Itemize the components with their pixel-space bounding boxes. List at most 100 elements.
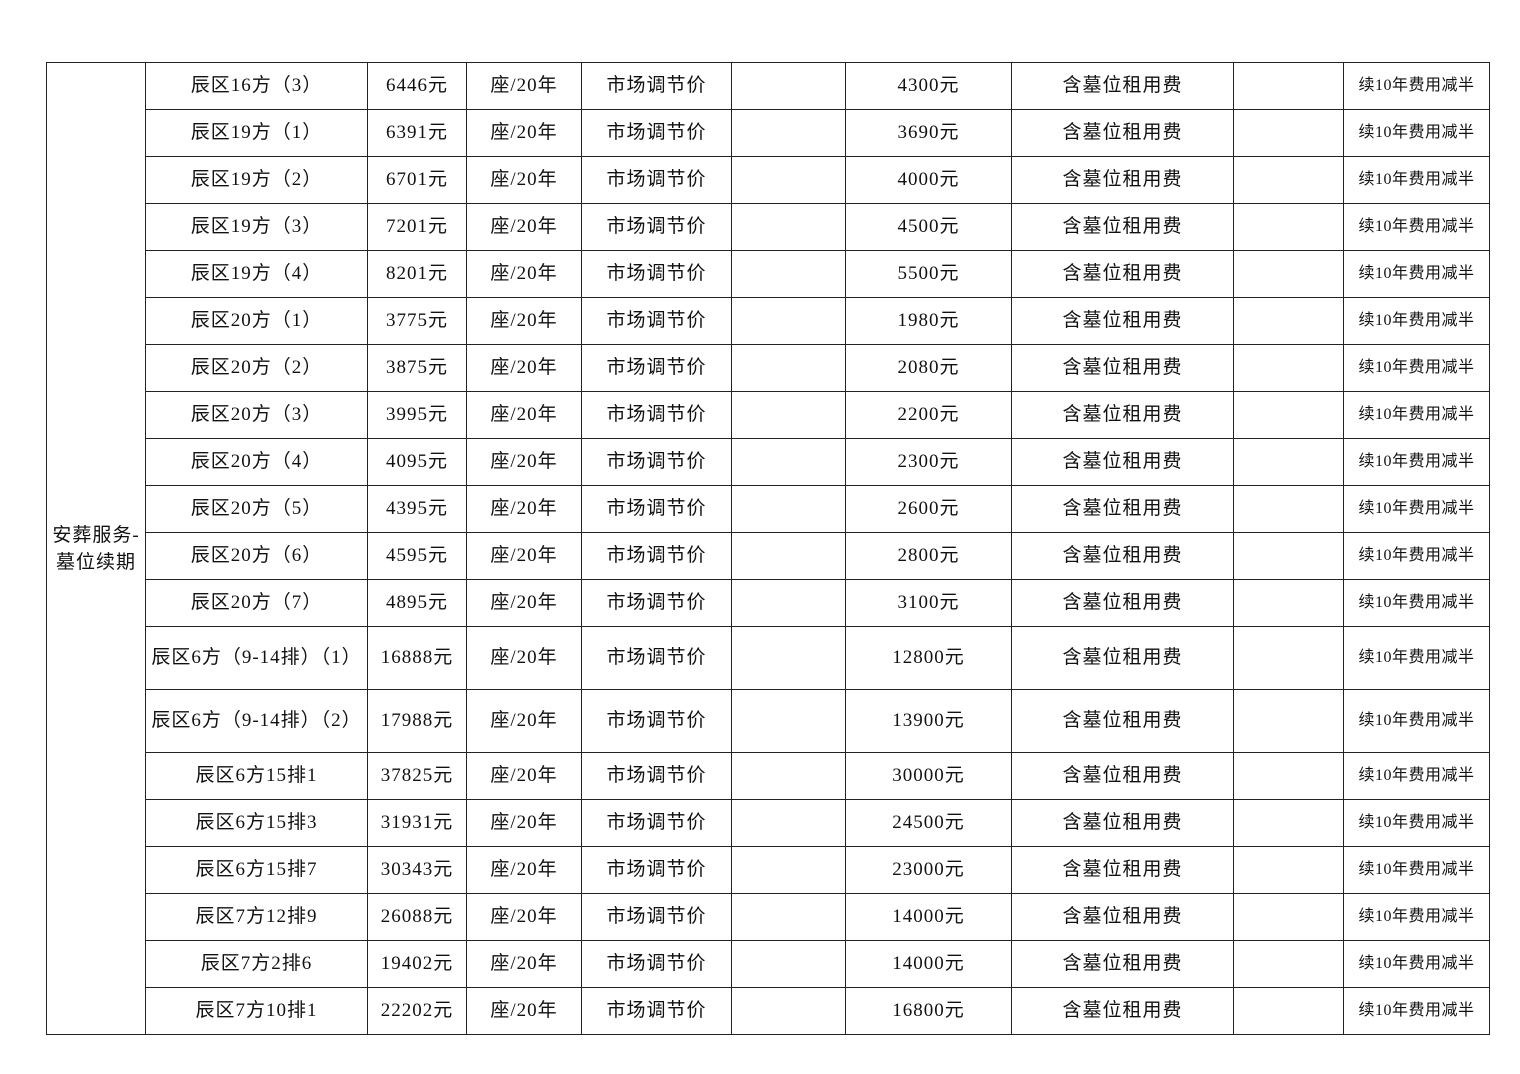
price-type-cell: 市场调节价 [581,626,732,690]
includes-cell: 含墓位租用费 [1011,391,1234,439]
empty-cell [731,438,846,486]
plot-name-cell: 辰区7方2排6 [145,940,368,988]
price-type-cell: 市场调节价 [581,940,732,988]
unit-cell: 座/20年 [466,62,582,110]
plot-name-cell: 辰区20方（7） [145,579,368,627]
note-cell: 续10年费用减半 [1343,987,1490,1035]
note-cell: 续10年费用减半 [1343,799,1490,847]
unit-cell: 座/20年 [466,987,582,1035]
includes-cell: 含墓位租用费 [1011,109,1234,157]
empty-cell [731,391,846,439]
table-row: 辰区20方（7） 4895元 座/20年 市场调节价 3100元 含墓位租用费 续10年费用… [47,579,1490,627]
plot-name-cell: 辰区6方15排3 [145,799,368,847]
note-cell: 续10年费用减半 [1343,250,1490,298]
fee-cell: 24500元 [845,799,1012,847]
plot-name-cell: 辰区20方（4） [145,438,368,486]
plot-name-cell: 辰区19方（3） [145,203,368,251]
unit-cell: 座/20年 [466,391,582,439]
empty-cell [731,62,846,110]
unit-cell: 座/20年 [466,156,582,204]
empty-cell [731,109,846,157]
table-row: 辰区6方15排7 30343元 座/20年 市场调节价 23000元 含墓位租用费 续10年… [47,846,1490,894]
fee-cell: 4500元 [845,203,1012,251]
unit-cell: 座/20年 [466,752,582,800]
price-type-cell: 市场调节价 [581,438,732,486]
price-type-cell: 市场调节价 [581,485,732,533]
includes-cell: 含墓位租用费 [1011,799,1234,847]
fee-cell: 3100元 [845,579,1012,627]
price-type-cell: 市场调节价 [581,109,732,157]
empty-cell [1233,203,1344,251]
table-row: 辰区20方（3） 3995元 座/20年 市场调节价 2200元 含墓位租用费 续10年费用… [47,391,1490,439]
price-cell: 22202元 [367,987,467,1035]
table-row: 辰区19方（1） 6391元 座/20年 市场调节价 3690元 含墓位租用费 续10年费用… [47,109,1490,157]
price-type-cell: 市场调节价 [581,344,732,392]
fee-cell: 2200元 [845,391,1012,439]
price-cell: 4395元 [367,485,467,533]
unit-cell: 座/20年 [466,297,582,345]
includes-cell: 含墓位租用费 [1011,438,1234,486]
price-type-cell: 市场调节价 [581,799,732,847]
price-cell: 17988元 [367,689,467,753]
fee-cell: 2300元 [845,438,1012,486]
price-cell: 16888元 [367,626,467,690]
unit-cell: 座/20年 [466,846,582,894]
empty-cell [731,752,846,800]
empty-cell [1233,532,1344,580]
empty-cell [1233,109,1344,157]
table-row: 辰区6方（9-14排）（2） 17988元 座/20年 市场调节价 13900元 含墓位租… [47,689,1490,753]
price-type-cell: 市场调节价 [581,532,732,580]
plot-name-cell: 辰区20方（2） [145,344,368,392]
fee-cell: 1980元 [845,297,1012,345]
plot-name-cell: 辰区7方10排1 [145,987,368,1035]
price-type-cell: 市场调节价 [581,62,732,110]
unit-cell: 座/20年 [466,250,582,298]
includes-cell: 含墓位租用费 [1011,752,1234,800]
empty-cell [731,156,846,204]
includes-cell: 含墓位租用费 [1011,532,1234,580]
plot-name-cell: 辰区6方（9-14排）（1） [145,626,368,690]
fee-cell: 12800元 [845,626,1012,690]
note-cell: 续10年费用减半 [1343,626,1490,690]
includes-cell: 含墓位租用费 [1011,344,1234,392]
empty-cell [731,799,846,847]
unit-cell: 座/20年 [466,940,582,988]
empty-cell [1233,344,1344,392]
includes-cell: 含墓位租用费 [1011,846,1234,894]
empty-cell [1233,297,1344,345]
empty-cell [1233,438,1344,486]
empty-cell [731,846,846,894]
includes-cell: 含墓位租用费 [1011,940,1234,988]
plot-name-cell: 辰区16方（3） [145,62,368,110]
note-cell: 续10年费用减半 [1343,485,1490,533]
price-cell: 31931元 [367,799,467,847]
empty-cell [731,579,846,627]
empty-cell [1233,250,1344,298]
table-row: 辰区20方（6） 4595元 座/20年 市场调节价 2800元 含墓位租用费 续10年费用… [47,532,1490,580]
fee-cell: 5500元 [845,250,1012,298]
fee-cell: 16800元 [845,987,1012,1035]
price-cell: 4095元 [367,438,467,486]
price-type-cell: 市场调节价 [581,752,732,800]
unit-cell: 座/20年 [466,626,582,690]
includes-cell: 含墓位租用费 [1011,203,1234,251]
includes-cell: 含墓位租用费 [1011,62,1234,110]
plot-name-cell: 辰区7方12排9 [145,893,368,941]
empty-cell [1233,799,1344,847]
includes-cell: 含墓位租用费 [1011,250,1234,298]
plot-name-cell: 辰区6方（9-14排）（2） [145,689,368,753]
table-row: 辰区19方（3） 7201元 座/20年 市场调节价 4500元 含墓位租用费 续10年费用… [47,203,1490,251]
fee-cell: 14000元 [845,940,1012,988]
note-cell: 续10年费用减半 [1343,579,1490,627]
empty-cell [731,626,846,690]
price-type-cell: 市场调节价 [581,893,732,941]
note-cell: 续10年费用减半 [1343,940,1490,988]
includes-cell: 含墓位租用费 [1011,579,1234,627]
note-cell: 续10年费用减半 [1343,344,1490,392]
plot-name-cell: 辰区19方（1） [145,109,368,157]
price-cell: 6391元 [367,109,467,157]
category-cell: 安葬服务-墓位续期 [46,62,146,1035]
note-cell: 续10年费用减半 [1343,846,1490,894]
price-type-cell: 市场调节价 [581,297,732,345]
empty-cell [731,987,846,1035]
